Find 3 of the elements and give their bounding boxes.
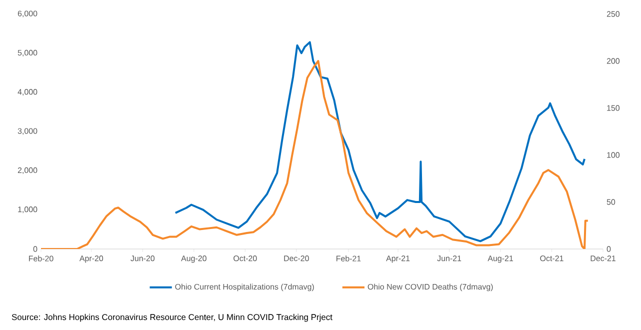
- line-series: [174, 41, 586, 242]
- source-note: Source: Johns Hopkins Coronavirus Resource Center, U Minn COVID Tracking Prject: [12, 314, 332, 322]
- line-series: [41, 60, 589, 249]
